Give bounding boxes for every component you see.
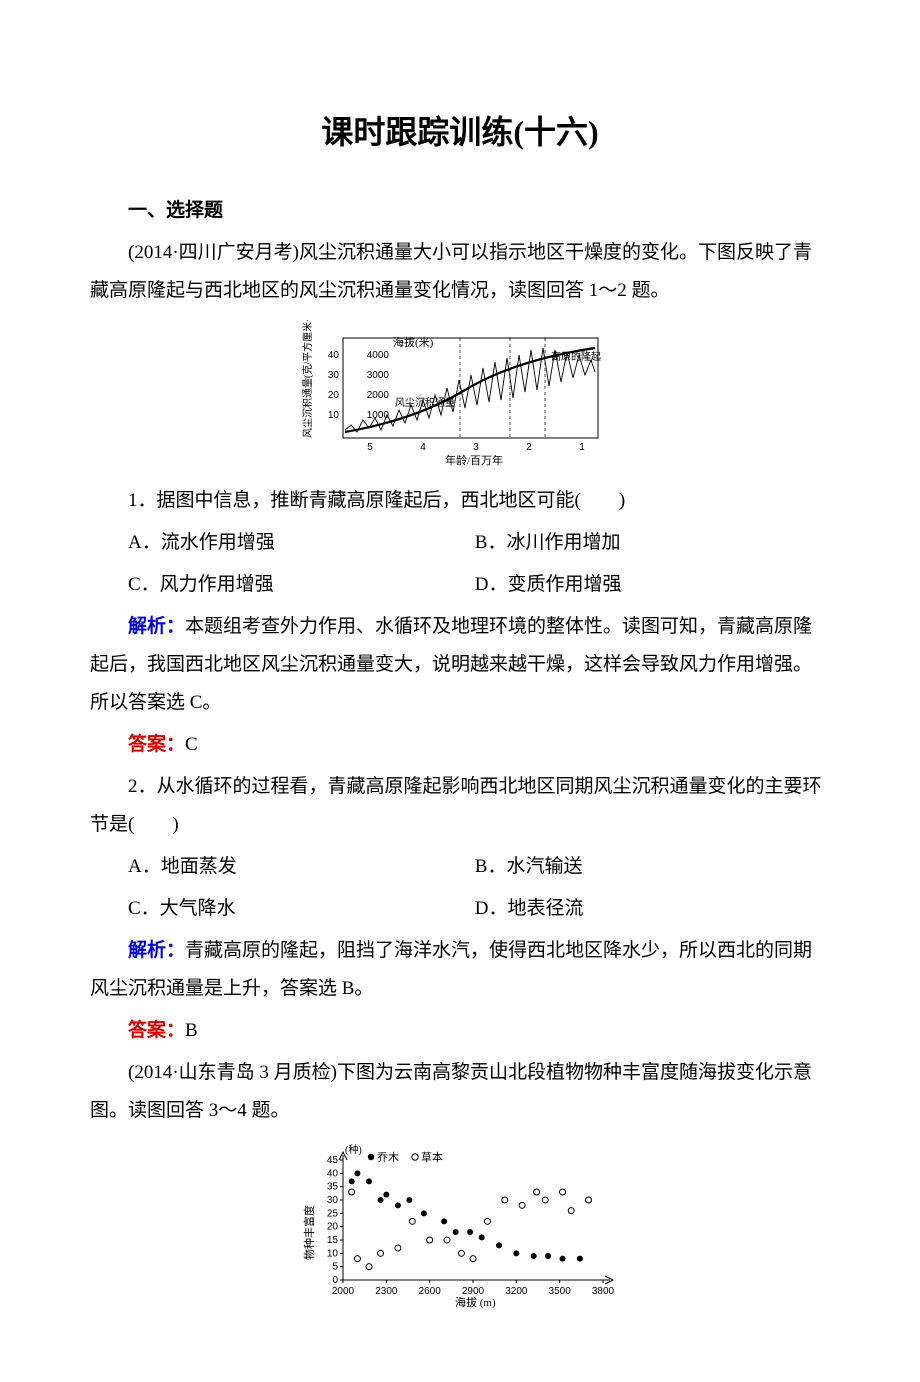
svg-text:3: 3 [473, 442, 479, 453]
svg-text:3200: 3200 [505, 1286, 528, 1297]
svg-text:40: 40 [327, 1168, 339, 1179]
svg-text:20: 20 [327, 1222, 339, 1233]
q2-answer: 答案：B [90, 1012, 830, 1050]
svg-text:5: 5 [332, 1262, 338, 1273]
svg-text:草本: 草本 [421, 1150, 443, 1164]
q1-stem: 1．据图中信息，推断青藏高原隆起后，西北地区可能( ) [90, 482, 830, 520]
svg-text:2900: 2900 [462, 1286, 485, 1297]
q1-analysis: 解析：本题组考查外力作用、水循环及地理环境的整体性。读图可知，青藏高原隆起后，我… [90, 608, 830, 722]
svg-text:2: 2 [526, 442, 532, 453]
svg-text:年龄/百万年: 年龄/百万年 [445, 453, 503, 467]
q2-option-a: A．地面蒸发 [90, 848, 475, 886]
svg-text:20: 20 [328, 390, 340, 401]
q1-option-a: A．流水作用增强 [90, 524, 475, 562]
svg-text:1000: 1000 [367, 410, 390, 421]
q1-option-c: C．风力作用增强 [90, 566, 475, 604]
svg-text:45: 45 [327, 1155, 339, 1166]
svg-text:40: 40 [328, 350, 340, 361]
svg-text:35: 35 [327, 1182, 339, 1193]
q1-options-row-1: A．流水作用增强 B．冰川作用增加 [90, 524, 830, 562]
svg-text:10: 10 [328, 410, 340, 421]
svg-text:1: 1 [579, 442, 585, 453]
q2-analysis-text: 青藏高原的隆起，阻挡了海洋水汽，使得西北地区降水少，所以西北的同期风尘沉积通量是… [90, 940, 812, 999]
analysis-label: 解析： [128, 940, 185, 961]
svg-text:风尘沉积通量: 风尘沉积通量 [395, 396, 455, 409]
intro-paragraph-2: (2014·山东青岛 3 月质检)下图为云南高黎贡山北段植物物种丰富度随海拔变化… [90, 1054, 830, 1130]
chart-2: (种) 0 5 10 15 20 25 30 35 40 45 2000 2300 2600 2900 3… [295, 1140, 625, 1310]
svg-text:3500: 3500 [549, 1286, 572, 1297]
q2-analysis: 解析：青藏高原的隆起，阻挡了海洋水汽，使得西北地区降水少，所以西北的同期风尘沉积… [90, 932, 830, 1008]
answer-label: 答案： [128, 734, 185, 755]
svg-text:海拔(米): 海拔(米) [393, 335, 434, 349]
svg-text:高原的隆起: 高原的隆起 [551, 350, 601, 363]
svg-text:30: 30 [328, 370, 340, 381]
q1-answer-text: C [185, 734, 198, 755]
svg-text:2300: 2300 [375, 1286, 398, 1297]
q2-options-row-1: A．地面蒸发 B．水汽输送 [90, 848, 830, 886]
chart2-y-label: 物种丰富度 [302, 1205, 316, 1260]
q1-option-d: D．变质作用增强 [475, 566, 830, 604]
svg-text:5: 5 [367, 442, 373, 453]
chart2-x-label: 海拔 (m) [455, 1295, 496, 1309]
svg-text:3800: 3800 [592, 1286, 615, 1297]
page-title: 课时跟踪训练(十六) [90, 100, 830, 164]
chart-1: 10 20 30 40 1000 2000 3000 4000 海拔(米) 风尘… [295, 320, 625, 470]
q1-answer: 答案：C [90, 726, 830, 764]
svg-text:0: 0 [332, 1275, 338, 1286]
svg-text:3000: 3000 [367, 370, 390, 381]
chart1-y1-label: 风尘沉积通量(克/平方厘米·千年) [301, 320, 314, 438]
section-heading: 一、选择题 [90, 192, 830, 230]
svg-text:(种): (种) [345, 1143, 362, 1156]
intro-paragraph-1: (2014·四川广安月考)风尘沉积通量大小可以指示地区干燥度的变化。下图反映了青… [90, 234, 830, 310]
q2-option-d: D．地表径流 [475, 890, 830, 928]
svg-text:2600: 2600 [419, 1286, 442, 1297]
svg-text:4000: 4000 [367, 350, 390, 361]
svg-text:4: 4 [420, 442, 426, 453]
q1-options-row-2: C．风力作用增强 D．变质作用增强 [90, 566, 830, 604]
answer-label: 答案： [128, 1020, 185, 1041]
analysis-label: 解析： [128, 616, 185, 637]
q2-stem: 2．从水循环的过程看，青藏高原隆起影响西北地区同期风尘沉积通量变化的主要环节是(… [90, 768, 830, 844]
q2-options-row-2: C．大气降水 D．地表径流 [90, 890, 830, 928]
q2-option-b: B．水汽输送 [475, 848, 830, 886]
svg-text:30: 30 [327, 1195, 339, 1206]
q1-analysis-text: 本题组考查外力作用、水循环及地理环境的整体性。读图可知，青藏高原隆起后，我国西北… [90, 616, 812, 713]
svg-text:乔木: 乔木 [377, 1151, 399, 1164]
svg-text:2000: 2000 [367, 390, 390, 401]
svg-text:15: 15 [327, 1235, 339, 1246]
q2-answer-text: B [185, 1020, 198, 1041]
svg-text:10: 10 [327, 1248, 339, 1259]
svg-text:2000: 2000 [332, 1286, 355, 1297]
q1-option-b: B．冰川作用增加 [475, 524, 830, 562]
q2-option-c: C．大气降水 [90, 890, 475, 928]
svg-text:25: 25 [327, 1208, 339, 1219]
